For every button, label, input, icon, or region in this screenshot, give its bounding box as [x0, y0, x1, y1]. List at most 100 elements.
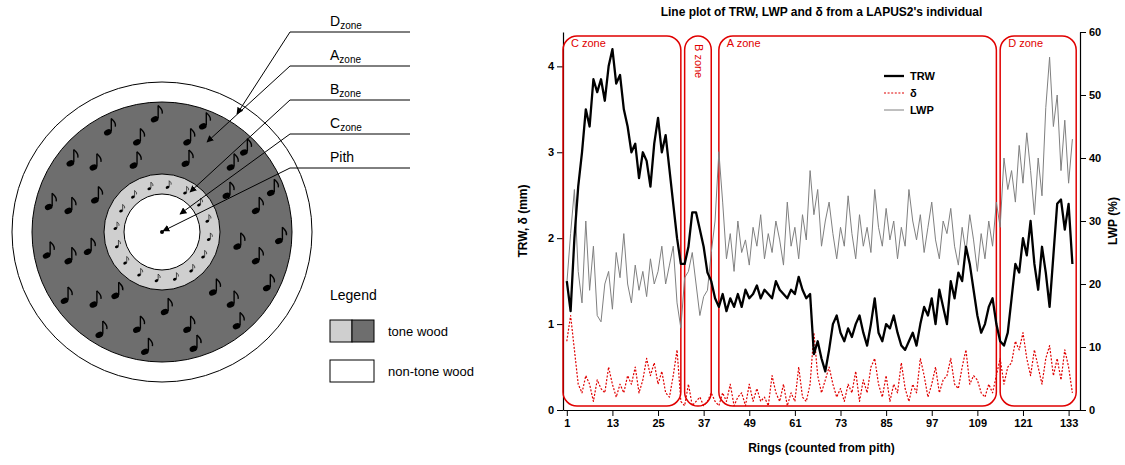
legend-label: LWP — [910, 104, 934, 116]
zone-label: Azone — [330, 47, 361, 65]
note-stem — [140, 268, 141, 274]
note-icon — [226, 154, 239, 172]
zone-label-subscript: zone — [339, 88, 361, 99]
note-flag — [168, 298, 172, 306]
tick-label: 133 — [1060, 417, 1078, 429]
note-stem — [67, 287, 68, 300]
note-icon — [182, 129, 195, 147]
tick-label: 2 — [548, 232, 554, 244]
note-stem — [233, 291, 234, 304]
note-flag — [127, 256, 129, 260]
tick-mark — [1080, 347, 1086, 348]
note-icon — [119, 204, 125, 213]
note-stem — [259, 247, 260, 260]
tick-label: 30 — [1089, 215, 1101, 227]
zone-label: D zone — [1008, 37, 1043, 49]
legend-label: δ — [910, 87, 917, 99]
note-flag — [103, 321, 107, 329]
label-arrow — [207, 66, 290, 142]
zone-label-main: C — [330, 115, 340, 131]
note-flag — [72, 247, 76, 255]
label-rule — [290, 66, 410, 67]
legend-item: LWP — [884, 104, 934, 116]
note-stem — [270, 274, 271, 287]
note-stem — [90, 238, 91, 251]
note-flag — [91, 238, 95, 246]
tick: 25 — [652, 410, 664, 429]
tick-mark — [658, 410, 659, 416]
legend-swatch — [330, 320, 352, 342]
zone-label: Bzone — [330, 81, 361, 99]
note-stem — [136, 152, 137, 165]
note-icon — [262, 274, 275, 292]
zone-annotations: C zoneB zoneA zoneD zone — [563, 36, 1076, 406]
note-flag — [241, 233, 245, 241]
note-stem — [233, 154, 234, 167]
tick: 2 — [548, 232, 563, 244]
tick: 133 — [1060, 410, 1078, 429]
note-icon — [208, 279, 221, 297]
note-stem — [239, 312, 240, 325]
tick: 60 — [1080, 26, 1101, 38]
series-lines — [567, 49, 1073, 406]
note-icon — [154, 274, 160, 283]
tick-mark — [1080, 284, 1086, 285]
note-icon — [103, 119, 116, 137]
x-axis: 11325374961738597109121133 — [564, 410, 1081, 429]
tick-label: 10 — [1089, 341, 1101, 353]
note-icon — [205, 215, 211, 224]
note-stem — [117, 222, 118, 228]
label-arrow — [163, 168, 290, 231]
y-axis: 01234 — [548, 33, 564, 417]
tick: 49 — [744, 410, 756, 429]
note-icon — [123, 256, 129, 265]
zone-label: A zone — [727, 37, 761, 49]
label-arrow — [180, 134, 290, 214]
tick: 4 — [548, 60, 563, 72]
tick: 85 — [881, 410, 893, 429]
note-icon — [165, 181, 171, 190]
note-flag — [259, 247, 263, 255]
tick-label: 20 — [1089, 278, 1101, 290]
note-flag — [282, 227, 286, 235]
x-axis-title: Rings (counted from pith) — [748, 441, 895, 455]
note-flag — [189, 150, 193, 158]
note-flag — [158, 274, 160, 278]
note-stem — [158, 274, 159, 280]
note-icon — [189, 264, 195, 273]
note-stem — [126, 256, 127, 262]
tick-label: 60 — [1089, 26, 1101, 38]
note-flag — [270, 274, 274, 282]
note-icon — [182, 316, 195, 334]
note-flag — [234, 154, 238, 162]
tick-mark — [977, 410, 978, 416]
note-stem — [118, 282, 119, 295]
line-chart: 1132537496173859710912113301234010203040… — [516, 5, 1120, 455]
note-icon — [189, 335, 202, 353]
tick-label: 49 — [744, 417, 756, 429]
note-stem — [169, 181, 170, 187]
note-icon — [114, 240, 120, 249]
tick-mark — [886, 410, 887, 416]
series-line — [567, 57, 1073, 328]
tick-mark — [557, 66, 563, 67]
tick-label: 25 — [652, 417, 664, 429]
note-icon — [183, 186, 189, 195]
label-rule — [290, 134, 410, 135]
note-flag — [259, 197, 263, 205]
note-flag — [135, 190, 137, 194]
note-flag — [247, 139, 251, 147]
tick-label: 13 — [607, 417, 619, 429]
tick: 0 — [548, 404, 563, 416]
tick-label: 85 — [881, 417, 893, 429]
note-icon — [251, 247, 264, 265]
legend-swatch — [884, 75, 904, 77]
note-icon — [63, 247, 76, 265]
note-flag — [74, 150, 78, 158]
note-flag — [158, 105, 162, 113]
legend-label: TRW — [910, 70, 935, 82]
legend-swatch — [330, 360, 374, 382]
note-flag — [210, 233, 212, 237]
note-icon — [232, 312, 245, 330]
tick-label: 121 — [1014, 417, 1032, 429]
